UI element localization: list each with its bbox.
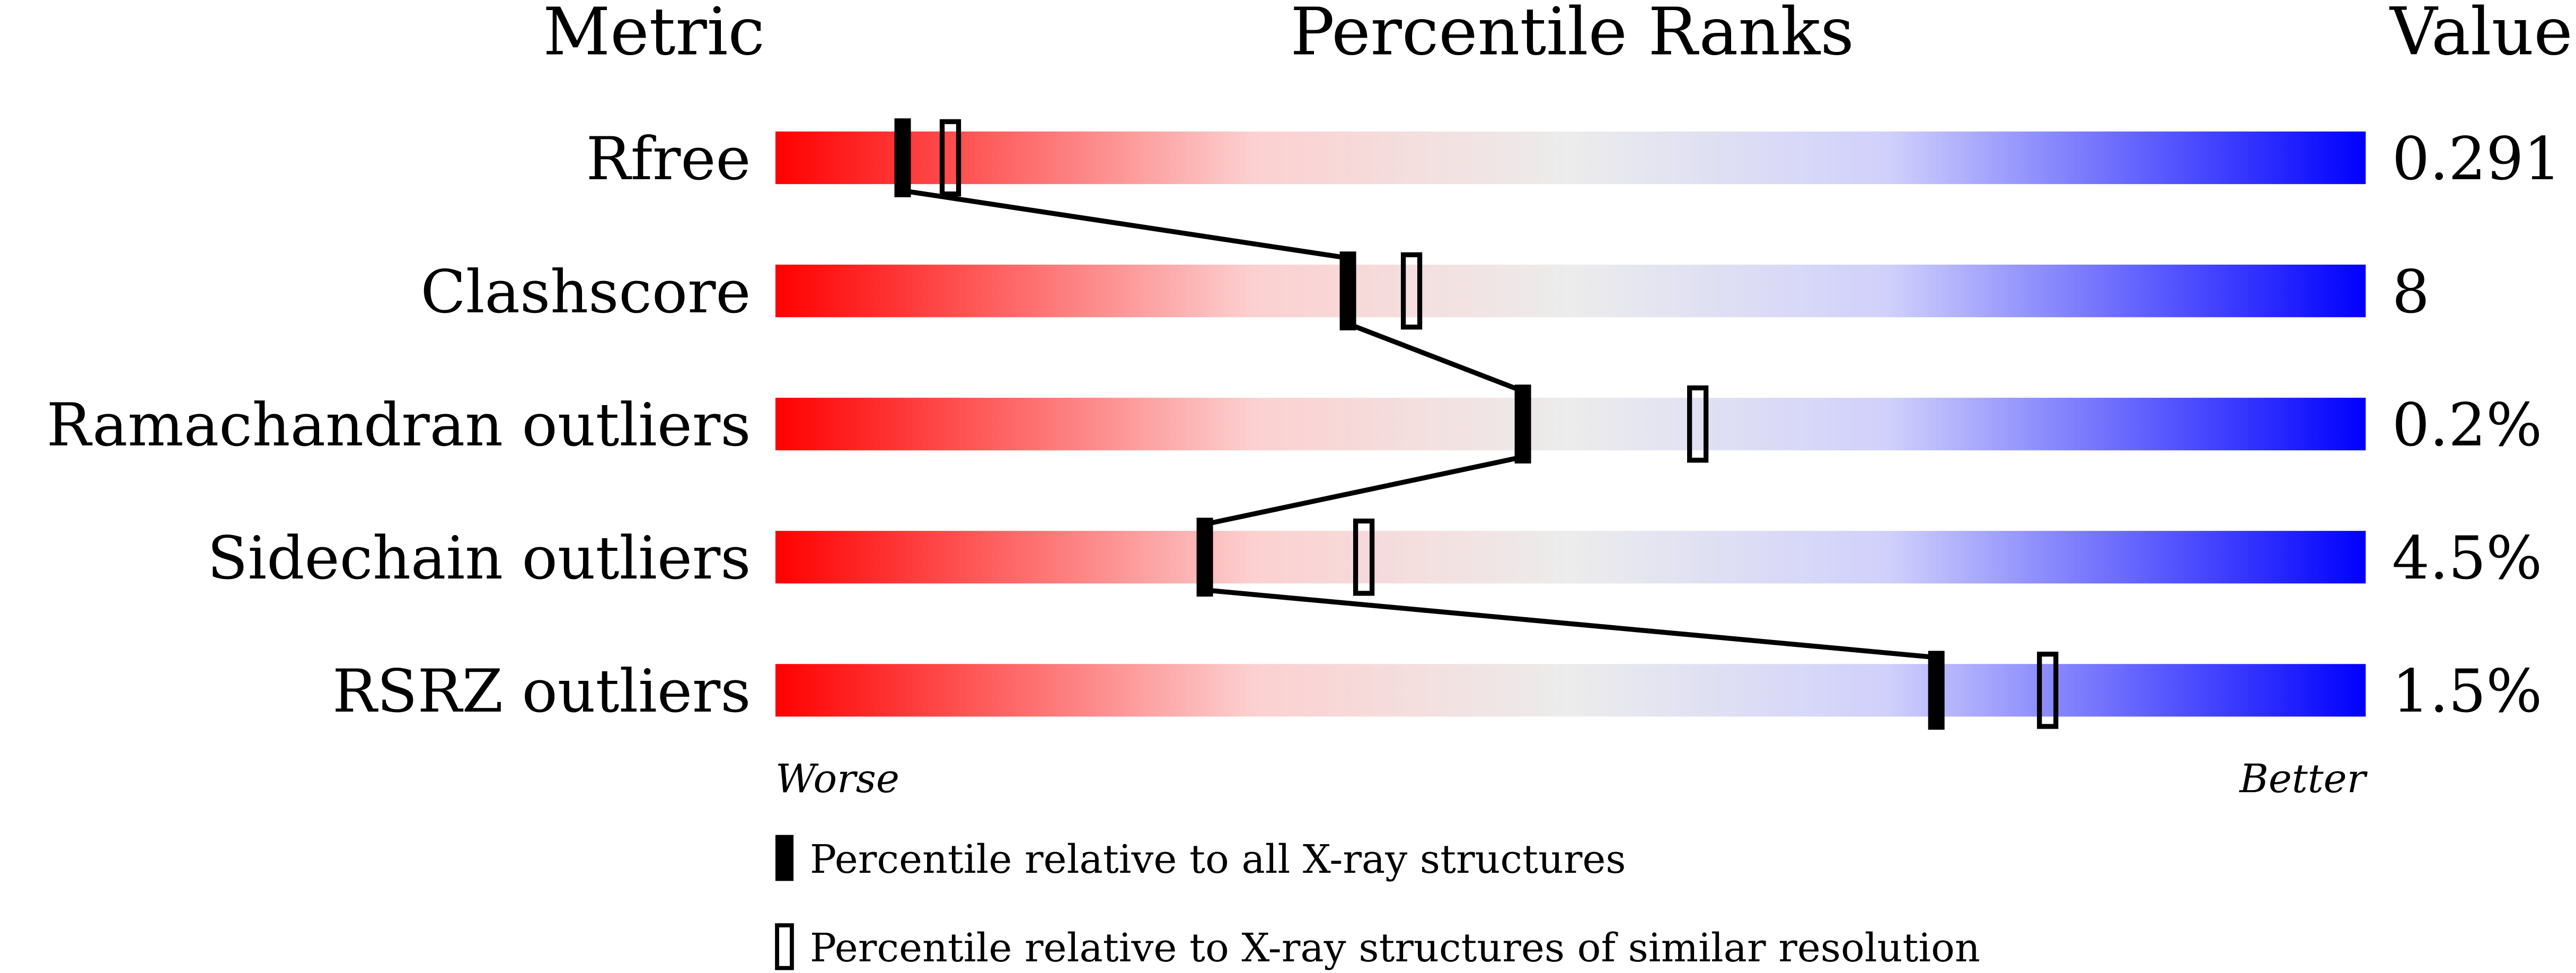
marker-similar [939, 119, 961, 197]
connector-line [1204, 588, 1937, 660]
axis-end-label: Worse [775, 756, 899, 802]
metric-label: Ramachandran outliers [47, 391, 751, 460]
legend-marker [775, 923, 794, 970]
marker-all [894, 118, 911, 197]
marker-all [1514, 384, 1531, 464]
percentile-bar [775, 132, 2366, 185]
column-header: Percentile Ranks [1290, 0, 1854, 70]
marker-all [1928, 651, 1945, 730]
metric-value: 1.5% [2392, 657, 2542, 726]
marker-similar [1400, 252, 1423, 330]
legend-marker [775, 835, 794, 881]
connector-line [1347, 321, 1524, 394]
metric-value: 0.291 [2392, 125, 2561, 194]
metric-value: 8 [2392, 258, 2430, 327]
percentile-bar [775, 531, 2366, 584]
marker-similar [2037, 651, 2059, 729]
legend-label: Percentile relative to all X-ray structu… [810, 836, 1626, 882]
legend-label: Percentile relative to X-ray structures … [810, 925, 1980, 971]
metric-label: Rfree [586, 125, 751, 194]
marker-similar [1353, 518, 1375, 596]
axis-end-label: Better [2238, 756, 2368, 802]
metric-value: 4.5% [2392, 524, 2542, 593]
metric-value: 0.2% [2392, 391, 2542, 460]
metric-label: RSRZ outliers [332, 657, 751, 726]
percentile-bar [775, 265, 2366, 318]
column-header: Metric [543, 0, 764, 70]
metric-label: Clashscore [420, 258, 751, 327]
marker-all [1196, 518, 1213, 597]
column-header: Value [2389, 0, 2573, 70]
percentile-bar [775, 664, 2366, 717]
marker-similar [1687, 385, 1709, 463]
percentile-bar [775, 398, 2366, 451]
metric-label: Sidechain outliers [207, 524, 751, 593]
marker-all [1339, 251, 1356, 331]
connector-line [1204, 454, 1524, 527]
connector-line [902, 188, 1348, 261]
